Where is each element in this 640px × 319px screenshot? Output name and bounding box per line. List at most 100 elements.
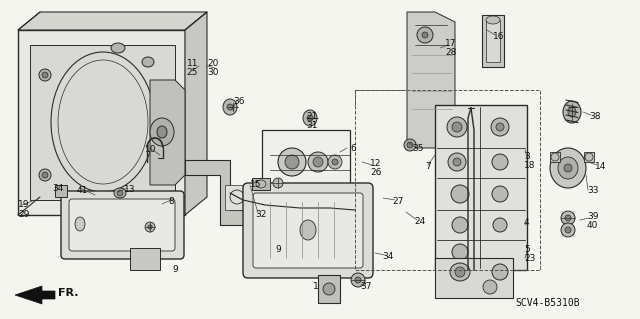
Ellipse shape [42,172,48,178]
Text: 15: 15 [250,180,262,189]
Ellipse shape [452,122,462,132]
Polygon shape [407,12,455,148]
Ellipse shape [355,277,361,283]
FancyBboxPatch shape [69,199,175,251]
Text: 9: 9 [172,265,178,274]
Text: 41: 41 [77,186,88,195]
Bar [435,258,513,298]
FancyBboxPatch shape [253,193,363,268]
Ellipse shape [273,178,283,188]
Text: 30: 30 [207,68,218,77]
Ellipse shape [417,27,433,43]
FancyBboxPatch shape [243,183,373,278]
Ellipse shape [39,69,51,81]
Text: 37: 37 [360,282,371,291]
Text: 16: 16 [493,32,504,41]
Ellipse shape [150,118,174,146]
Text: 3: 3 [524,152,530,161]
Text: 39: 39 [587,212,598,221]
Ellipse shape [496,123,504,131]
Bar [55,185,67,197]
Text: 10: 10 [145,145,157,154]
Ellipse shape [486,16,500,24]
Ellipse shape [563,101,581,123]
Ellipse shape [142,57,154,67]
Ellipse shape [452,244,468,260]
Ellipse shape [450,263,470,281]
Text: 9: 9 [275,245,281,254]
Bar [130,248,160,270]
Ellipse shape [148,225,152,229]
Text: 24: 24 [414,217,425,226]
Text: 32: 32 [255,210,266,219]
Text: 27: 27 [392,197,403,206]
Ellipse shape [448,153,466,171]
Bar [318,275,340,303]
Ellipse shape [351,273,365,287]
FancyBboxPatch shape [61,191,184,259]
Ellipse shape [117,190,123,196]
Text: 19: 19 [18,200,29,209]
Text: 38: 38 [589,112,600,121]
Ellipse shape [328,155,342,169]
Ellipse shape [42,72,48,78]
Text: 18: 18 [524,161,536,170]
Ellipse shape [323,283,335,295]
Text: 36: 36 [233,97,244,106]
Ellipse shape [561,211,575,225]
Ellipse shape [157,126,167,138]
Bar [225,185,250,210]
Ellipse shape [159,192,171,204]
Polygon shape [185,160,260,225]
Text: 28: 28 [445,48,456,57]
Ellipse shape [223,99,237,115]
Ellipse shape [568,107,576,117]
Ellipse shape [453,158,461,166]
Text: 34: 34 [382,252,394,261]
Text: 29: 29 [18,210,29,219]
Ellipse shape [493,218,507,232]
Ellipse shape [39,169,51,181]
Bar [262,130,350,192]
Text: 1: 1 [313,282,319,291]
Ellipse shape [561,223,575,237]
Ellipse shape [492,186,508,202]
Ellipse shape [483,280,497,294]
Text: 31: 31 [306,121,317,130]
Ellipse shape [162,195,168,201]
Text: 6: 6 [350,144,356,153]
Bar [550,152,560,162]
Ellipse shape [285,155,299,169]
Ellipse shape [492,264,508,280]
Ellipse shape [145,222,155,232]
Text: 26: 26 [370,168,381,177]
Text: 25: 25 [187,68,198,77]
Text: 13: 13 [124,185,136,194]
Text: 8: 8 [168,197,173,206]
Bar [482,15,504,67]
Ellipse shape [307,115,313,121]
Ellipse shape [227,104,233,110]
Ellipse shape [308,152,328,172]
Ellipse shape [565,227,571,233]
Ellipse shape [558,157,578,179]
Text: 12: 12 [370,159,381,168]
Ellipse shape [75,217,85,231]
Text: 4: 4 [524,218,530,227]
Ellipse shape [564,164,572,172]
Text: FR.: FR. [58,288,79,298]
Ellipse shape [422,32,428,38]
Text: 20: 20 [207,59,218,68]
Text: 5: 5 [524,245,530,254]
Ellipse shape [565,215,571,221]
Polygon shape [18,12,207,30]
Polygon shape [30,45,175,200]
Text: 14: 14 [595,162,606,171]
Polygon shape [18,30,185,215]
Polygon shape [15,286,55,304]
Ellipse shape [407,142,413,148]
Ellipse shape [303,110,317,126]
Text: 7: 7 [425,162,431,171]
Polygon shape [185,12,207,215]
Ellipse shape [114,188,126,198]
